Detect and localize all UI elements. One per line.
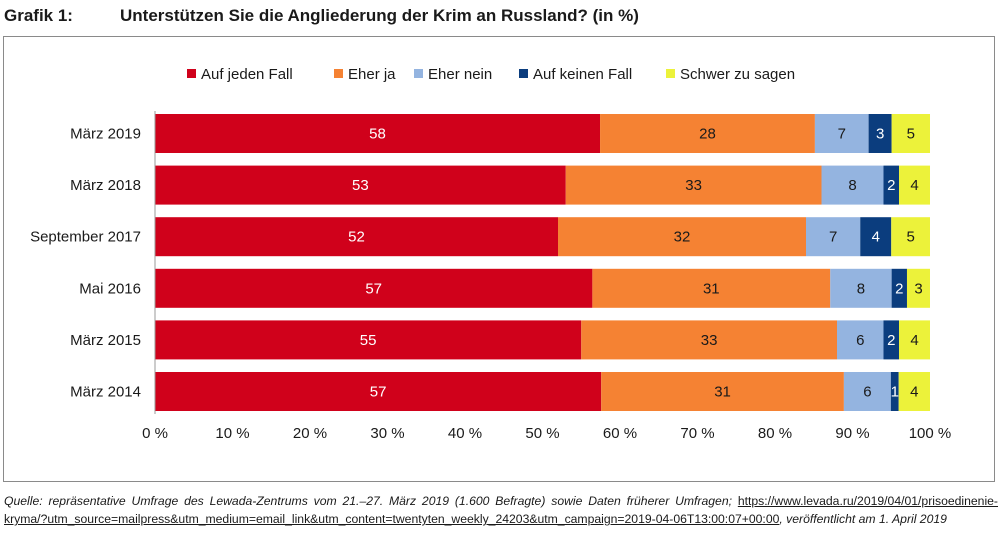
data-label: 1 bbox=[891, 384, 899, 401]
bar-segment bbox=[821, 165, 884, 205]
legend-swatch bbox=[187, 69, 196, 78]
x-tick-label: 20 % bbox=[293, 425, 327, 442]
x-tick-label: 40 % bbox=[448, 425, 482, 442]
bar-segment bbox=[830, 268, 892, 308]
data-label: 53 bbox=[352, 177, 369, 194]
bar-segment bbox=[891, 114, 930, 153]
legend-swatch bbox=[334, 69, 343, 78]
data-label: 3 bbox=[876, 126, 884, 143]
chart-title: Unterstützen Sie die Angliederung der Kr… bbox=[120, 6, 639, 25]
x-tick-label: 70 % bbox=[680, 425, 714, 442]
x-tick-label: 100 % bbox=[909, 425, 952, 442]
bar-segment bbox=[155, 217, 558, 257]
category-label: März 2015 bbox=[70, 332, 141, 349]
bar-segment bbox=[837, 320, 884, 360]
bar-segment bbox=[868, 114, 892, 153]
x-tick-label: 30 % bbox=[370, 425, 404, 442]
data-label: 2 bbox=[895, 280, 903, 297]
bar-segment bbox=[883, 320, 899, 360]
bar-segment bbox=[883, 165, 899, 205]
source-prefix: Quelle: repräsentative Umfrage des Lewad… bbox=[4, 494, 738, 508]
data-label: 3 bbox=[914, 280, 922, 297]
legend-swatch bbox=[666, 69, 675, 78]
data-label: 28 bbox=[699, 126, 716, 143]
bar-segment bbox=[906, 268, 930, 308]
bar-segment bbox=[891, 268, 907, 308]
source-note: Quelle: repräsentative Umfrage des Lewad… bbox=[4, 492, 998, 528]
legend-swatch bbox=[414, 69, 423, 78]
x-tick-label: 10 % bbox=[215, 425, 249, 442]
data-label: 31 bbox=[703, 280, 720, 297]
bar-segment bbox=[600, 114, 815, 153]
data-label: 4 bbox=[872, 229, 880, 246]
legend-label: Auf jeden Fall bbox=[201, 66, 293, 83]
data-label: 5 bbox=[906, 229, 914, 246]
data-label: 32 bbox=[674, 229, 691, 246]
bar-segment bbox=[899, 165, 930, 205]
bar-segment bbox=[592, 268, 831, 308]
data-label: 2 bbox=[887, 177, 895, 194]
x-tick-label: 50 % bbox=[525, 425, 559, 442]
data-label: 4 bbox=[910, 177, 918, 194]
bar-segment bbox=[155, 165, 566, 205]
bar-segment bbox=[860, 217, 892, 257]
data-label: 7 bbox=[829, 229, 837, 246]
bar-segment bbox=[843, 372, 891, 411]
category-label: September 2017 bbox=[30, 229, 141, 246]
bar-segment bbox=[899, 320, 930, 360]
bar-segment bbox=[601, 372, 844, 411]
data-label: 5 bbox=[907, 126, 915, 143]
data-label: 4 bbox=[910, 384, 918, 401]
data-label: 8 bbox=[848, 177, 856, 194]
data-label: 33 bbox=[701, 332, 718, 349]
legend-label: Auf keinen Fall bbox=[533, 66, 632, 83]
data-label: 7 bbox=[838, 126, 846, 143]
data-label: 55 bbox=[360, 332, 377, 349]
source-suffix: , veröffentlicht am 1. April 2019 bbox=[779, 512, 947, 526]
stacked-bar-chart: Auf jeden Fall Eher ja Eher nein Auf keinen… bbox=[30, 66, 952, 442]
data-label: 8 bbox=[857, 280, 865, 297]
data-label: 52 bbox=[348, 229, 365, 246]
figure-header: Grafik 1: Unterstützen Sie die Anglieder… bbox=[0, 0, 1000, 34]
bar-segment bbox=[890, 372, 899, 411]
bar-segment bbox=[891, 217, 930, 257]
legend-swatch bbox=[519, 69, 528, 78]
category-label: Mai 2016 bbox=[79, 280, 141, 297]
bar-segment bbox=[155, 372, 602, 411]
category-label: März 2018 bbox=[70, 177, 141, 194]
data-label: 6 bbox=[863, 384, 871, 401]
bar-segment bbox=[898, 372, 930, 411]
x-tick-label: 60 % bbox=[603, 425, 637, 442]
data-label: 6 bbox=[856, 332, 864, 349]
source-link[interactable]: https://www.levada.ru/2019/04/01/prisoed… bbox=[4, 494, 998, 526]
bar-segment bbox=[814, 114, 869, 153]
data-label: 2 bbox=[887, 332, 895, 349]
data-label: 31 bbox=[714, 384, 731, 401]
data-label: 4 bbox=[910, 332, 918, 349]
legend-label: Eher nein bbox=[428, 66, 492, 83]
x-tick-label: 80 % bbox=[758, 425, 792, 442]
chart-frame: Auf jeden Fall Eher ja Eher nein Auf keinen… bbox=[3, 36, 995, 482]
data-label: 57 bbox=[365, 280, 382, 297]
bar-segment bbox=[155, 268, 593, 308]
bar-segment bbox=[565, 165, 822, 205]
figure-label: Grafik 1: bbox=[4, 6, 73, 25]
bar-segment bbox=[155, 114, 601, 153]
category-label: März 2014 bbox=[70, 384, 141, 401]
legend-label: Eher ja bbox=[348, 66, 396, 83]
bar-segment bbox=[806, 217, 861, 257]
data-label: 58 bbox=[369, 126, 386, 143]
bar-segment bbox=[155, 320, 582, 360]
bar-segment bbox=[558, 217, 806, 257]
legend-label: Schwer zu sagen bbox=[680, 66, 795, 83]
x-tick-label: 0 % bbox=[142, 425, 168, 442]
x-tick-label: 90 % bbox=[835, 425, 869, 442]
category-label: März 2019 bbox=[70, 126, 141, 143]
bar-segment bbox=[581, 320, 837, 360]
data-label: 57 bbox=[370, 384, 387, 401]
data-label: 33 bbox=[685, 177, 702, 194]
